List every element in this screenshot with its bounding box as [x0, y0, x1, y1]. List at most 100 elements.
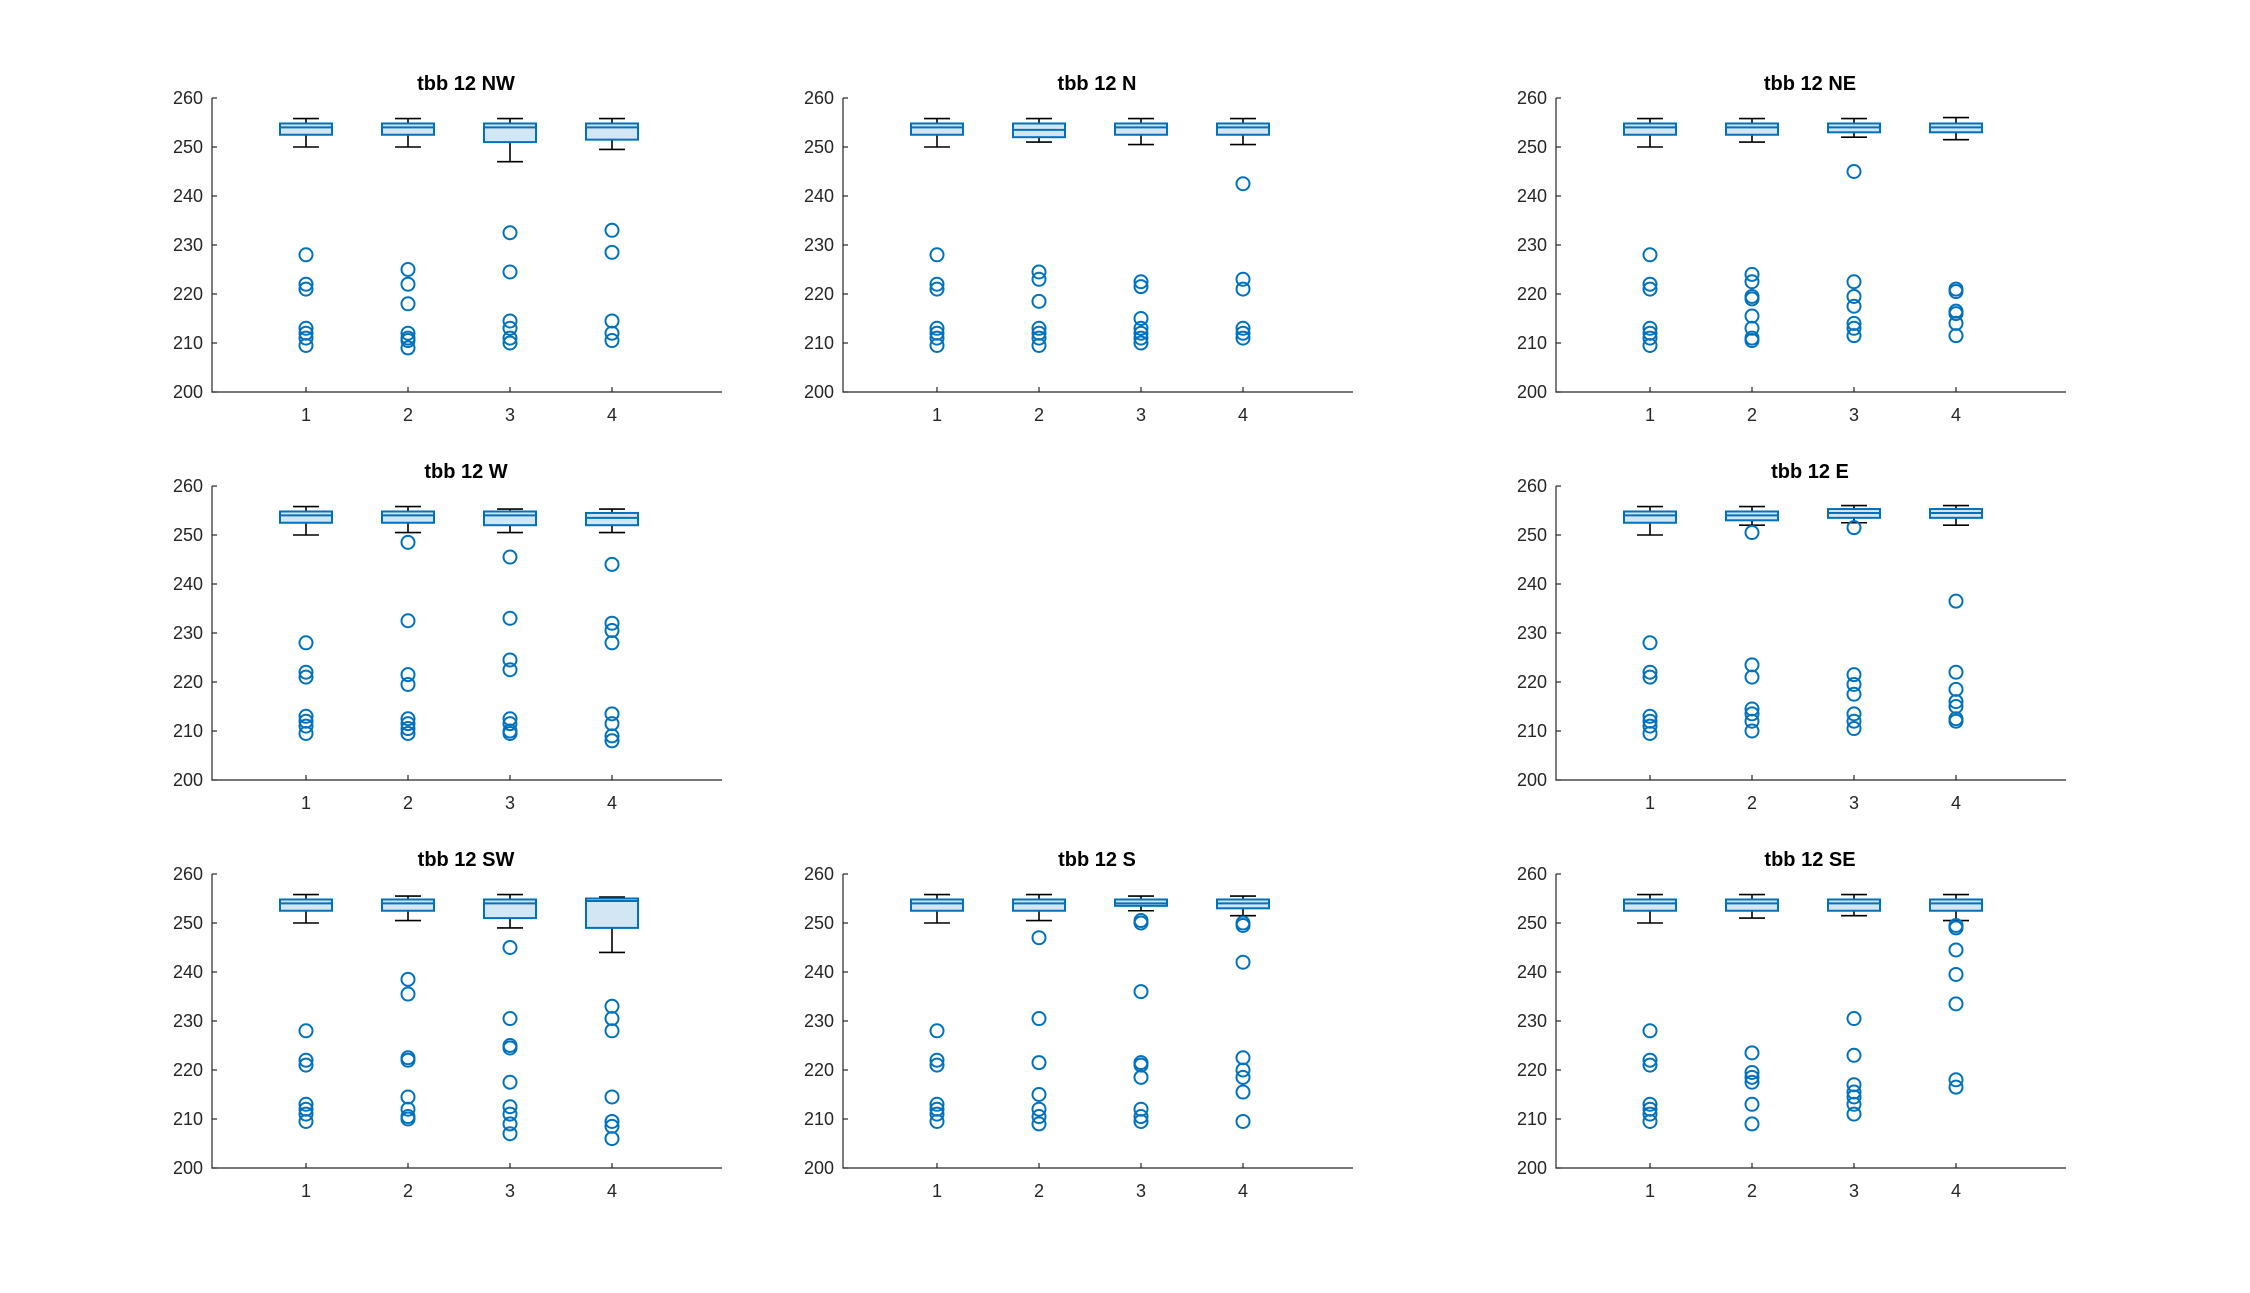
outlier-point — [1642, 635, 1658, 651]
outlier-point — [1031, 1116, 1047, 1132]
y-tick-label: 220 — [173, 672, 203, 692]
outlier-point — [1744, 1074, 1760, 1090]
box-iqr — [483, 122, 537, 144]
box-group — [381, 117, 435, 356]
x-tick-label: 1 — [301, 793, 311, 813]
outlier-point — [1031, 320, 1047, 336]
chart-title: tbb 12 E — [1771, 461, 1849, 483]
outlier-point — [929, 1113, 945, 1129]
y-tick-label: 210 — [173, 333, 203, 353]
box-group — [1725, 505, 1779, 739]
box-group — [1216, 895, 1270, 1129]
outlier-point — [1846, 676, 1862, 692]
y-tick-label: 230 — [1517, 1011, 1547, 1031]
y-tick-label: 230 — [1517, 623, 1547, 643]
outlier-point — [929, 1052, 945, 1068]
outlier-point — [502, 716, 518, 732]
box-group — [381, 505, 435, 741]
outlier-point — [1235, 1062, 1251, 1078]
outlier-point — [400, 333, 416, 349]
box-iqr — [1725, 122, 1779, 136]
outlier-point — [298, 718, 314, 734]
y-tick-label: 200 — [804, 1158, 834, 1178]
outlier-point — [1642, 320, 1658, 336]
chart-title: tbb 12 SW — [418, 849, 515, 871]
chart-panel: tbb 12 SW 200 210 220 230 240 250 260 1 2 3 4 — [173, 849, 722, 1201]
outlier-point — [502, 1126, 518, 1142]
outlier-point — [502, 662, 518, 678]
outlier-point — [1235, 271, 1251, 287]
outlier-point — [1031, 330, 1047, 346]
outlier-point — [1744, 1096, 1760, 1112]
y-tick-label: 260 — [173, 476, 203, 496]
x-tick-label: 4 — [1951, 405, 1961, 425]
outlier-point — [1846, 320, 1862, 336]
outlier-point — [604, 325, 620, 341]
outlier-point — [502, 549, 518, 565]
outlier-point — [1031, 293, 1047, 309]
outlier-point — [298, 320, 314, 336]
outlier-point — [1744, 723, 1760, 739]
y-tick-label: 210 — [804, 333, 834, 353]
outlier-point — [1846, 721, 1862, 737]
outlier-point — [502, 1040, 518, 1056]
outlier-point — [1235, 1113, 1251, 1129]
outlier-point — [400, 296, 416, 312]
outlier-point — [1642, 669, 1658, 685]
outlier-point — [1846, 1047, 1862, 1063]
outlier-point — [1846, 1106, 1862, 1122]
axis-lines — [1555, 874, 2066, 1169]
outlier-point — [1133, 274, 1149, 290]
outlier-point — [298, 1057, 314, 1073]
x-tick-label: 4 — [1238, 405, 1248, 425]
y-tick-label: 200 — [173, 770, 203, 790]
box-group — [1827, 893, 1881, 1122]
outlier-point — [502, 1099, 518, 1115]
outlier-point — [1133, 325, 1149, 341]
box-iqr — [381, 510, 435, 524]
box-iqr — [381, 898, 435, 912]
chart-title: tbb 12 S — [1058, 849, 1136, 871]
outlier-point — [400, 276, 416, 292]
y-tick-label: 250 — [173, 525, 203, 545]
outlier-point — [1031, 1109, 1047, 1125]
outlier-point — [1846, 520, 1862, 536]
y-tick-label: 200 — [1517, 382, 1547, 402]
outlier-point — [1031, 1011, 1047, 1027]
outlier-point — [1744, 525, 1760, 541]
outlier-point — [1133, 335, 1149, 351]
box-iqr — [585, 511, 639, 527]
outlier-point — [1235, 917, 1251, 933]
chart-panel: tbb 12 S 200 210 220 230 240 250 260 1 2 3 4 — [804, 849, 1353, 1201]
outlier-point — [400, 613, 416, 629]
y-tick-label: 220 — [173, 1060, 203, 1080]
x-tick-label: 4 — [607, 793, 617, 813]
outlier-point — [502, 1011, 518, 1027]
box-iqr — [1623, 898, 1677, 912]
y-tick-label: 260 — [1517, 476, 1547, 496]
axis-lines — [1555, 486, 2066, 781]
outlier-point — [1642, 1096, 1658, 1112]
outlier-point — [298, 1113, 314, 1129]
outlier-point — [929, 320, 945, 336]
outlier-point — [604, 728, 620, 744]
x-tick-label: 2 — [403, 793, 413, 813]
outlier-point — [1642, 1057, 1658, 1073]
box-iqr — [1725, 898, 1779, 912]
outlier-point — [1744, 1045, 1760, 1061]
x-tick-label: 1 — [1645, 405, 1655, 425]
y-tick-label: 220 — [804, 1060, 834, 1080]
outlier-point — [1846, 1096, 1862, 1112]
outlier-point — [400, 262, 416, 277]
outlier-point — [604, 333, 620, 349]
box-group — [1623, 117, 1677, 353]
outlier-point — [502, 725, 518, 741]
chart-panel: tbb 12 SE 200 210 220 230 240 250 260 1 2 3 4 — [1517, 849, 2066, 1201]
outlier-point — [1235, 320, 1251, 336]
outlier-point — [929, 247, 945, 263]
chart-panel: tbb 12 N 200 210 220 230 240 250 260 1 2 3 4 — [804, 73, 1353, 425]
y-tick-label: 210 — [173, 1109, 203, 1129]
outlier-point — [1948, 920, 1964, 936]
chart-panel: tbb 12 NW 200 210 220 230 240 250 260 1 2 3 4 — [173, 73, 722, 425]
outlier-point — [1031, 271, 1047, 287]
